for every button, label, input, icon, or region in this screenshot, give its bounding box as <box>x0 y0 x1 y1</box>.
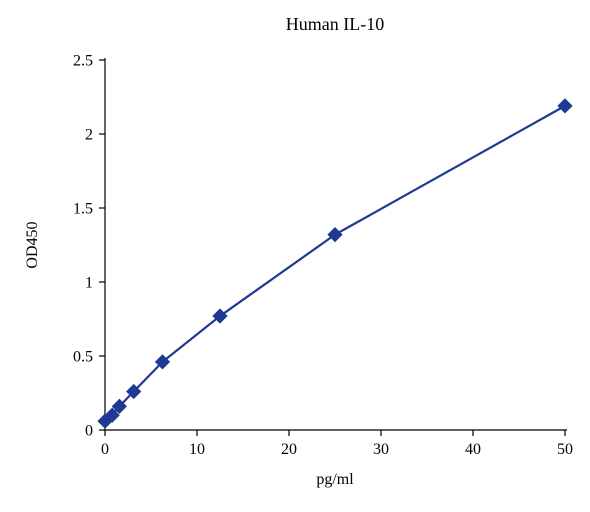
chart-svg: Human IL-10 0 10 20 30 40 50 0 0.5 1 1.5 2 2.5 pg/ml O… <box>0 0 590 512</box>
x-tick-label: 0 <box>101 441 109 458</box>
y-axis-label: OD450 <box>24 221 41 268</box>
chart-container: Human IL-10 0 10 20 30 40 50 0 0.5 1 1.5 2 2.5 pg/ml O… <box>0 0 590 512</box>
y-tick-label: 0.5 <box>73 349 93 366</box>
x-tick-label: 40 <box>465 441 481 458</box>
y-tick-label: 2.5 <box>73 53 93 70</box>
chart-title: Human IL-10 <box>286 14 384 34</box>
x-tick-label: 20 <box>281 441 297 458</box>
x-tick-label: 30 <box>373 441 389 458</box>
x-axis-label: pg/ml <box>316 471 354 488</box>
x-tick-label: 50 <box>557 441 573 458</box>
y-tick-label: 1.5 <box>73 201 93 218</box>
y-tick-label: 0 <box>85 423 93 440</box>
y-tick-label: 2 <box>85 127 93 144</box>
y-tick-label: 1 <box>85 275 93 292</box>
x-tick-label: 10 <box>189 441 205 458</box>
